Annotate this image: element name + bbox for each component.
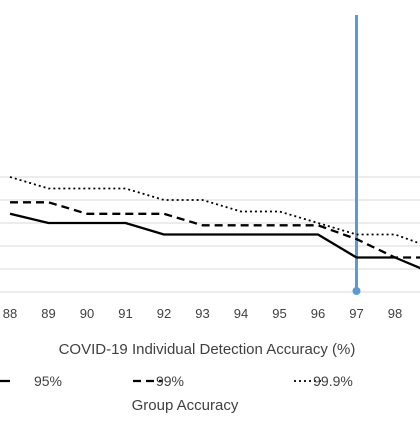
series-line-99.9%	[9, 176, 420, 245]
highlight-point	[352, 287, 361, 295]
x-axis-label: COVID-19 Individual Detection Accuracy (…	[59, 341, 356, 358]
legend-label: 99.9%	[313, 373, 353, 389]
series-lines	[9, 176, 420, 270]
x-tick-label: 94	[234, 306, 248, 321]
series-line-99%	[10, 201, 420, 259]
x-tick-label: 90	[80, 306, 94, 321]
x-tick-labels: 88 89 90 91 92 93 94 95 96 97 98	[3, 306, 402, 321]
legend-label: 95%	[34, 373, 62, 389]
legend: 95% 99% 99.9%	[0, 373, 353, 389]
x-tick-label: 95	[272, 306, 286, 321]
x-tick-label: 93	[195, 306, 209, 321]
x-tick-label: 96	[311, 306, 325, 321]
x-tick-label: 92	[157, 306, 171, 321]
legend-title: Group Accuracy	[132, 397, 239, 414]
x-tick-label: 98	[388, 306, 402, 321]
x-tick-label: 97	[349, 306, 363, 321]
highlight-marker	[352, 15, 361, 295]
x-tick-label: 88	[3, 306, 17, 321]
x-tick-label: 89	[41, 306, 55, 321]
x-tick-label: 91	[118, 306, 132, 321]
series-line-95%	[9, 212, 420, 270]
legend-label: 99%	[156, 373, 184, 389]
